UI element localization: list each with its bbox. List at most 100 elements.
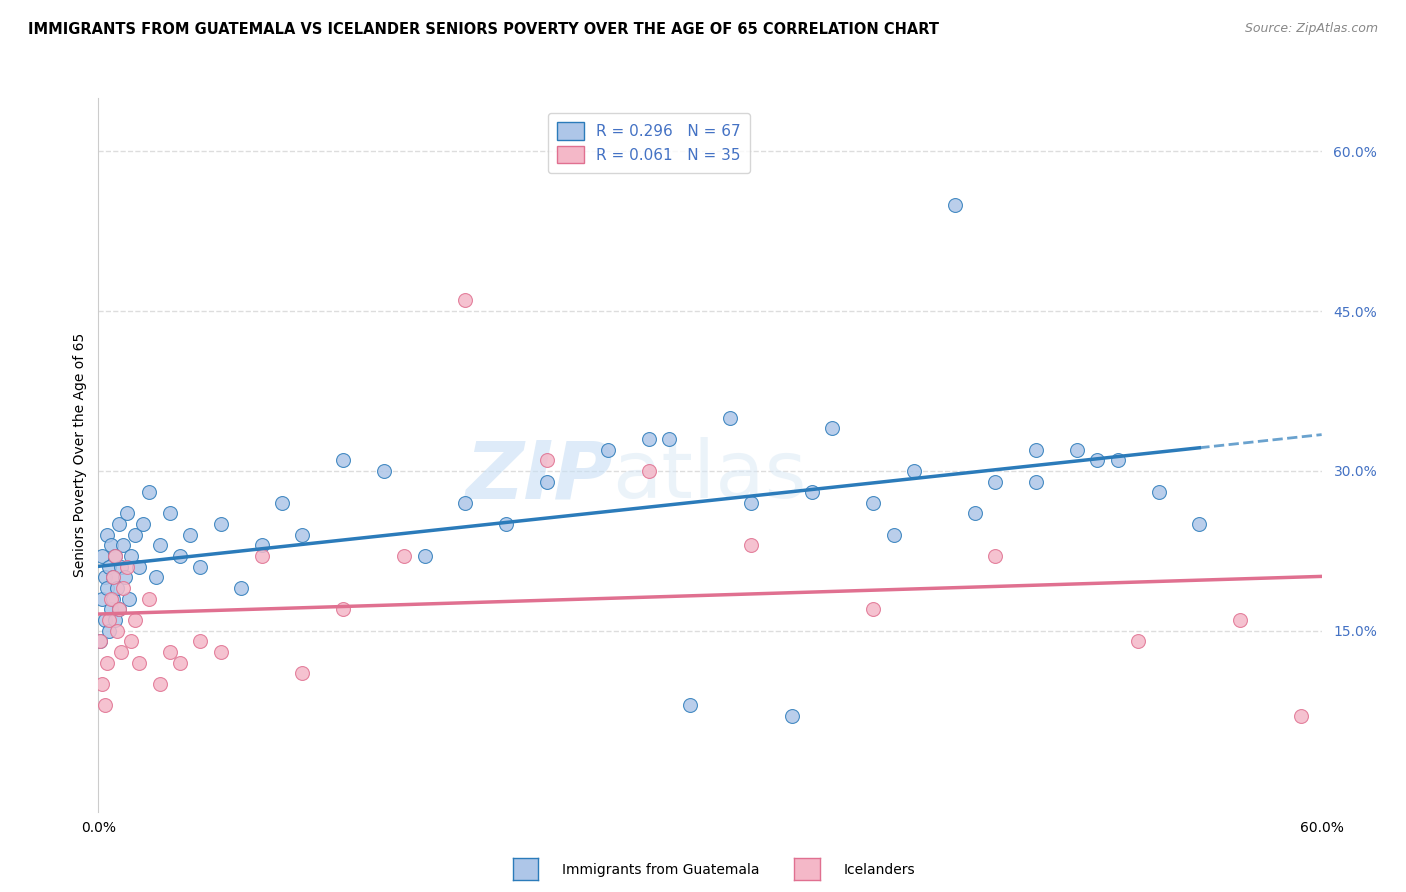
Point [1188,517,1211,532]
Point [638,432,661,446]
Point [100,538,122,552]
Point [392,549,416,563]
Point [138,591,160,606]
Point [169,549,191,563]
Point [332,453,354,467]
Point [159,507,181,521]
Point [145,570,167,584]
Text: Source: ZipAtlas.com: Source: ZipAtlas.com [1244,22,1378,36]
Point [110,559,132,574]
Point [291,528,314,542]
Point [104,549,127,563]
Point [105,624,128,638]
Point [658,432,681,446]
Point [984,475,1007,489]
Point [128,656,150,670]
Point [1085,453,1108,467]
Point [1147,485,1170,500]
Point [495,517,517,532]
Point [118,591,141,606]
Point [270,496,294,510]
Point [96,656,118,670]
Point [740,538,762,552]
Point [89,634,111,648]
Point [111,581,134,595]
Point [740,496,762,510]
Point [536,453,558,467]
Point [209,645,232,659]
Point [100,602,122,616]
Point [101,570,124,584]
Point [124,528,146,542]
Point [100,591,122,606]
Point [114,570,136,584]
Point [883,528,905,542]
Point [104,549,127,563]
Point [638,464,661,478]
Point [821,421,844,435]
Point [93,698,115,713]
Point [101,591,124,606]
Point [101,570,124,584]
Point [679,698,702,713]
Point [179,528,201,542]
Point [862,602,884,616]
Point [108,602,131,616]
Point [132,517,155,532]
Point [110,645,132,659]
Point [108,517,131,532]
Point [332,602,354,616]
Point [115,559,138,574]
Point [169,656,191,670]
Text: Icelanders: Icelanders [844,863,915,877]
Point [105,581,128,595]
Point [159,645,181,659]
Point [128,559,150,574]
Point [93,570,115,584]
Point [188,634,212,648]
Point [89,634,111,648]
Point [250,549,273,563]
Text: atlas: atlas [612,437,807,516]
Point [149,538,172,552]
Point [1066,442,1088,457]
Point [91,549,114,563]
Point [536,475,558,489]
Point [96,581,118,595]
Legend: R = 0.296   N = 67, R = 0.061   N = 35: R = 0.296 N = 67, R = 0.061 N = 35 [547,113,751,173]
Point [209,517,232,532]
Point [984,549,1007,563]
Point [250,538,273,552]
Point [120,634,142,648]
Point [454,496,477,510]
Point [93,613,115,627]
Point [97,624,120,638]
Point [97,559,120,574]
Point [780,709,803,723]
Point [124,613,146,627]
Point [108,602,131,616]
Point [1025,475,1047,489]
Point [862,496,884,510]
Point [1229,613,1251,627]
Text: ZIP: ZIP [465,437,612,516]
Point [96,528,118,542]
Point [598,442,620,457]
Point [120,549,142,563]
Point [115,507,138,521]
Point [1128,634,1150,648]
Point [1025,442,1047,457]
Point [454,293,477,308]
Point [111,538,134,552]
Point [943,197,966,211]
Point [903,464,925,478]
Point [373,464,395,478]
Point [1107,453,1129,467]
Point [91,677,114,691]
Point [965,507,987,521]
Point [97,613,120,627]
Point [1291,709,1313,723]
Text: Immigrants from Guatemala: Immigrants from Guatemala [562,863,759,877]
Point [104,613,127,627]
Point [138,485,160,500]
